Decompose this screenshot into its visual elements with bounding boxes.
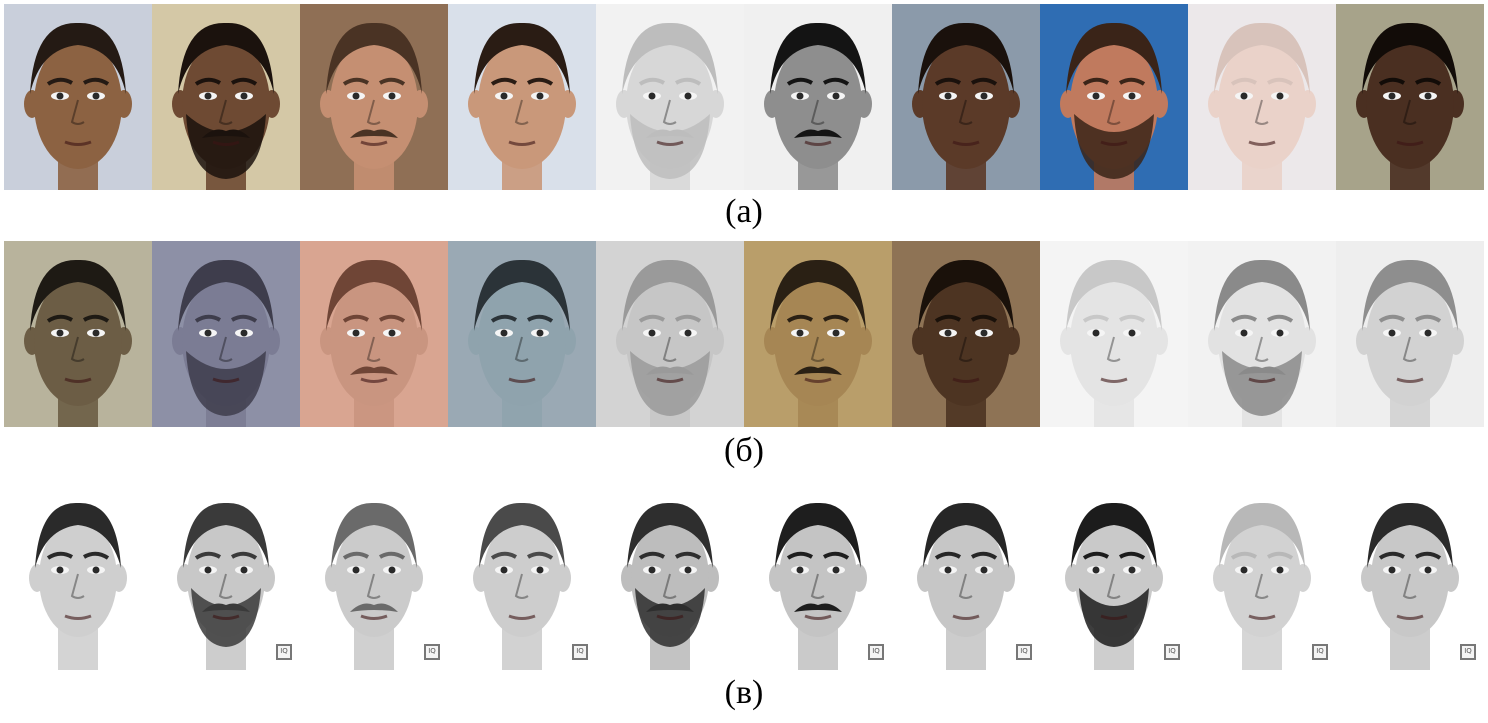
photo-portrait — [1188, 4, 1336, 190]
sketch-face-image — [596, 241, 744, 427]
photo-portrait — [1040, 4, 1188, 190]
sketch-portrait — [4, 241, 152, 427]
sketch-portrait — [448, 241, 596, 427]
photo-face-image — [448, 4, 596, 190]
sketch-portrait — [1336, 241, 1484, 427]
composite-portrait: IQ — [1040, 480, 1188, 670]
sketch-face-image — [744, 241, 892, 427]
sketch-portrait — [892, 241, 1040, 427]
composite-portrait: IQ — [892, 480, 1040, 670]
sketch-face-image — [152, 241, 300, 427]
watermark-logo: IQ — [1164, 644, 1180, 660]
sketch-portrait — [1188, 241, 1336, 427]
photo-face-image — [152, 4, 300, 190]
composite-portrait: IQ — [1336, 480, 1484, 670]
sketch-face-image — [4, 241, 152, 427]
sketch-face-image — [892, 241, 1040, 427]
watermark-logo: IQ — [1460, 644, 1476, 660]
photo-face-image — [1040, 4, 1188, 190]
composite-portrait: IQ — [744, 480, 892, 670]
sketch-face-image — [1188, 241, 1336, 427]
composite-portrait: IQ — [152, 480, 300, 670]
sketch-face-image — [1336, 241, 1484, 427]
caption-a: (а) — [725, 193, 763, 230]
caption-b: (б) — [724, 432, 764, 469]
watermark-logo: IQ — [868, 644, 884, 660]
watermark-logo: IQ — [1312, 644, 1328, 660]
photo-face-image — [4, 4, 152, 190]
photo-face-image — [596, 4, 744, 190]
sketch-face-image — [1040, 241, 1188, 427]
composite-portrait: IQ — [1188, 480, 1336, 670]
photo-portrait — [448, 4, 596, 190]
photo-portrait — [892, 4, 1040, 190]
photo-face-image — [744, 4, 892, 190]
watermark-logo: IQ — [572, 644, 588, 660]
composite-row: IQ IQ IQ IQ IQ IQ IQ IQ — [4, 480, 1484, 670]
composite-portrait: IQ — [448, 480, 596, 670]
composite-face-image — [152, 480, 300, 670]
composite-face-image — [4, 480, 152, 670]
sketch-portrait — [744, 241, 892, 427]
photo-face-image — [892, 4, 1040, 190]
composite-face-image — [300, 480, 448, 670]
photo-portrait — [4, 4, 152, 190]
watermark-logo: IQ — [1016, 644, 1032, 660]
sketch-portrait — [596, 241, 744, 427]
photo-face-image — [1188, 4, 1336, 190]
photo-portrait — [152, 4, 300, 190]
photo-portrait — [300, 4, 448, 190]
composite-portrait — [4, 480, 152, 670]
composite-portrait: IQ — [300, 480, 448, 670]
sketch-face-image — [448, 241, 596, 427]
composite-face-image — [1336, 480, 1484, 670]
composite-face-image — [1040, 480, 1188, 670]
composite-face-image — [744, 480, 892, 670]
watermark-logo: IQ — [276, 644, 292, 660]
composite-portrait — [596, 480, 744, 670]
photo-face-image — [1336, 4, 1484, 190]
caption-c: (в) — [724, 674, 764, 711]
sketch-portrait — [152, 241, 300, 427]
watermark-logo: IQ — [424, 644, 440, 660]
photo-portrait — [1336, 4, 1484, 190]
sketch-face-image — [300, 241, 448, 427]
composite-face-image — [448, 480, 596, 670]
composite-face-image — [892, 480, 1040, 670]
composite-face-image — [1188, 480, 1336, 670]
photo-face-image — [300, 4, 448, 190]
photo-portrait — [744, 4, 892, 190]
sketch-portrait — [1040, 241, 1188, 427]
sketch-portrait — [300, 241, 448, 427]
composite-face-image — [596, 480, 744, 670]
photo-portrait — [596, 4, 744, 190]
photo-row — [4, 4, 1484, 190]
sketch-row — [4, 241, 1484, 427]
